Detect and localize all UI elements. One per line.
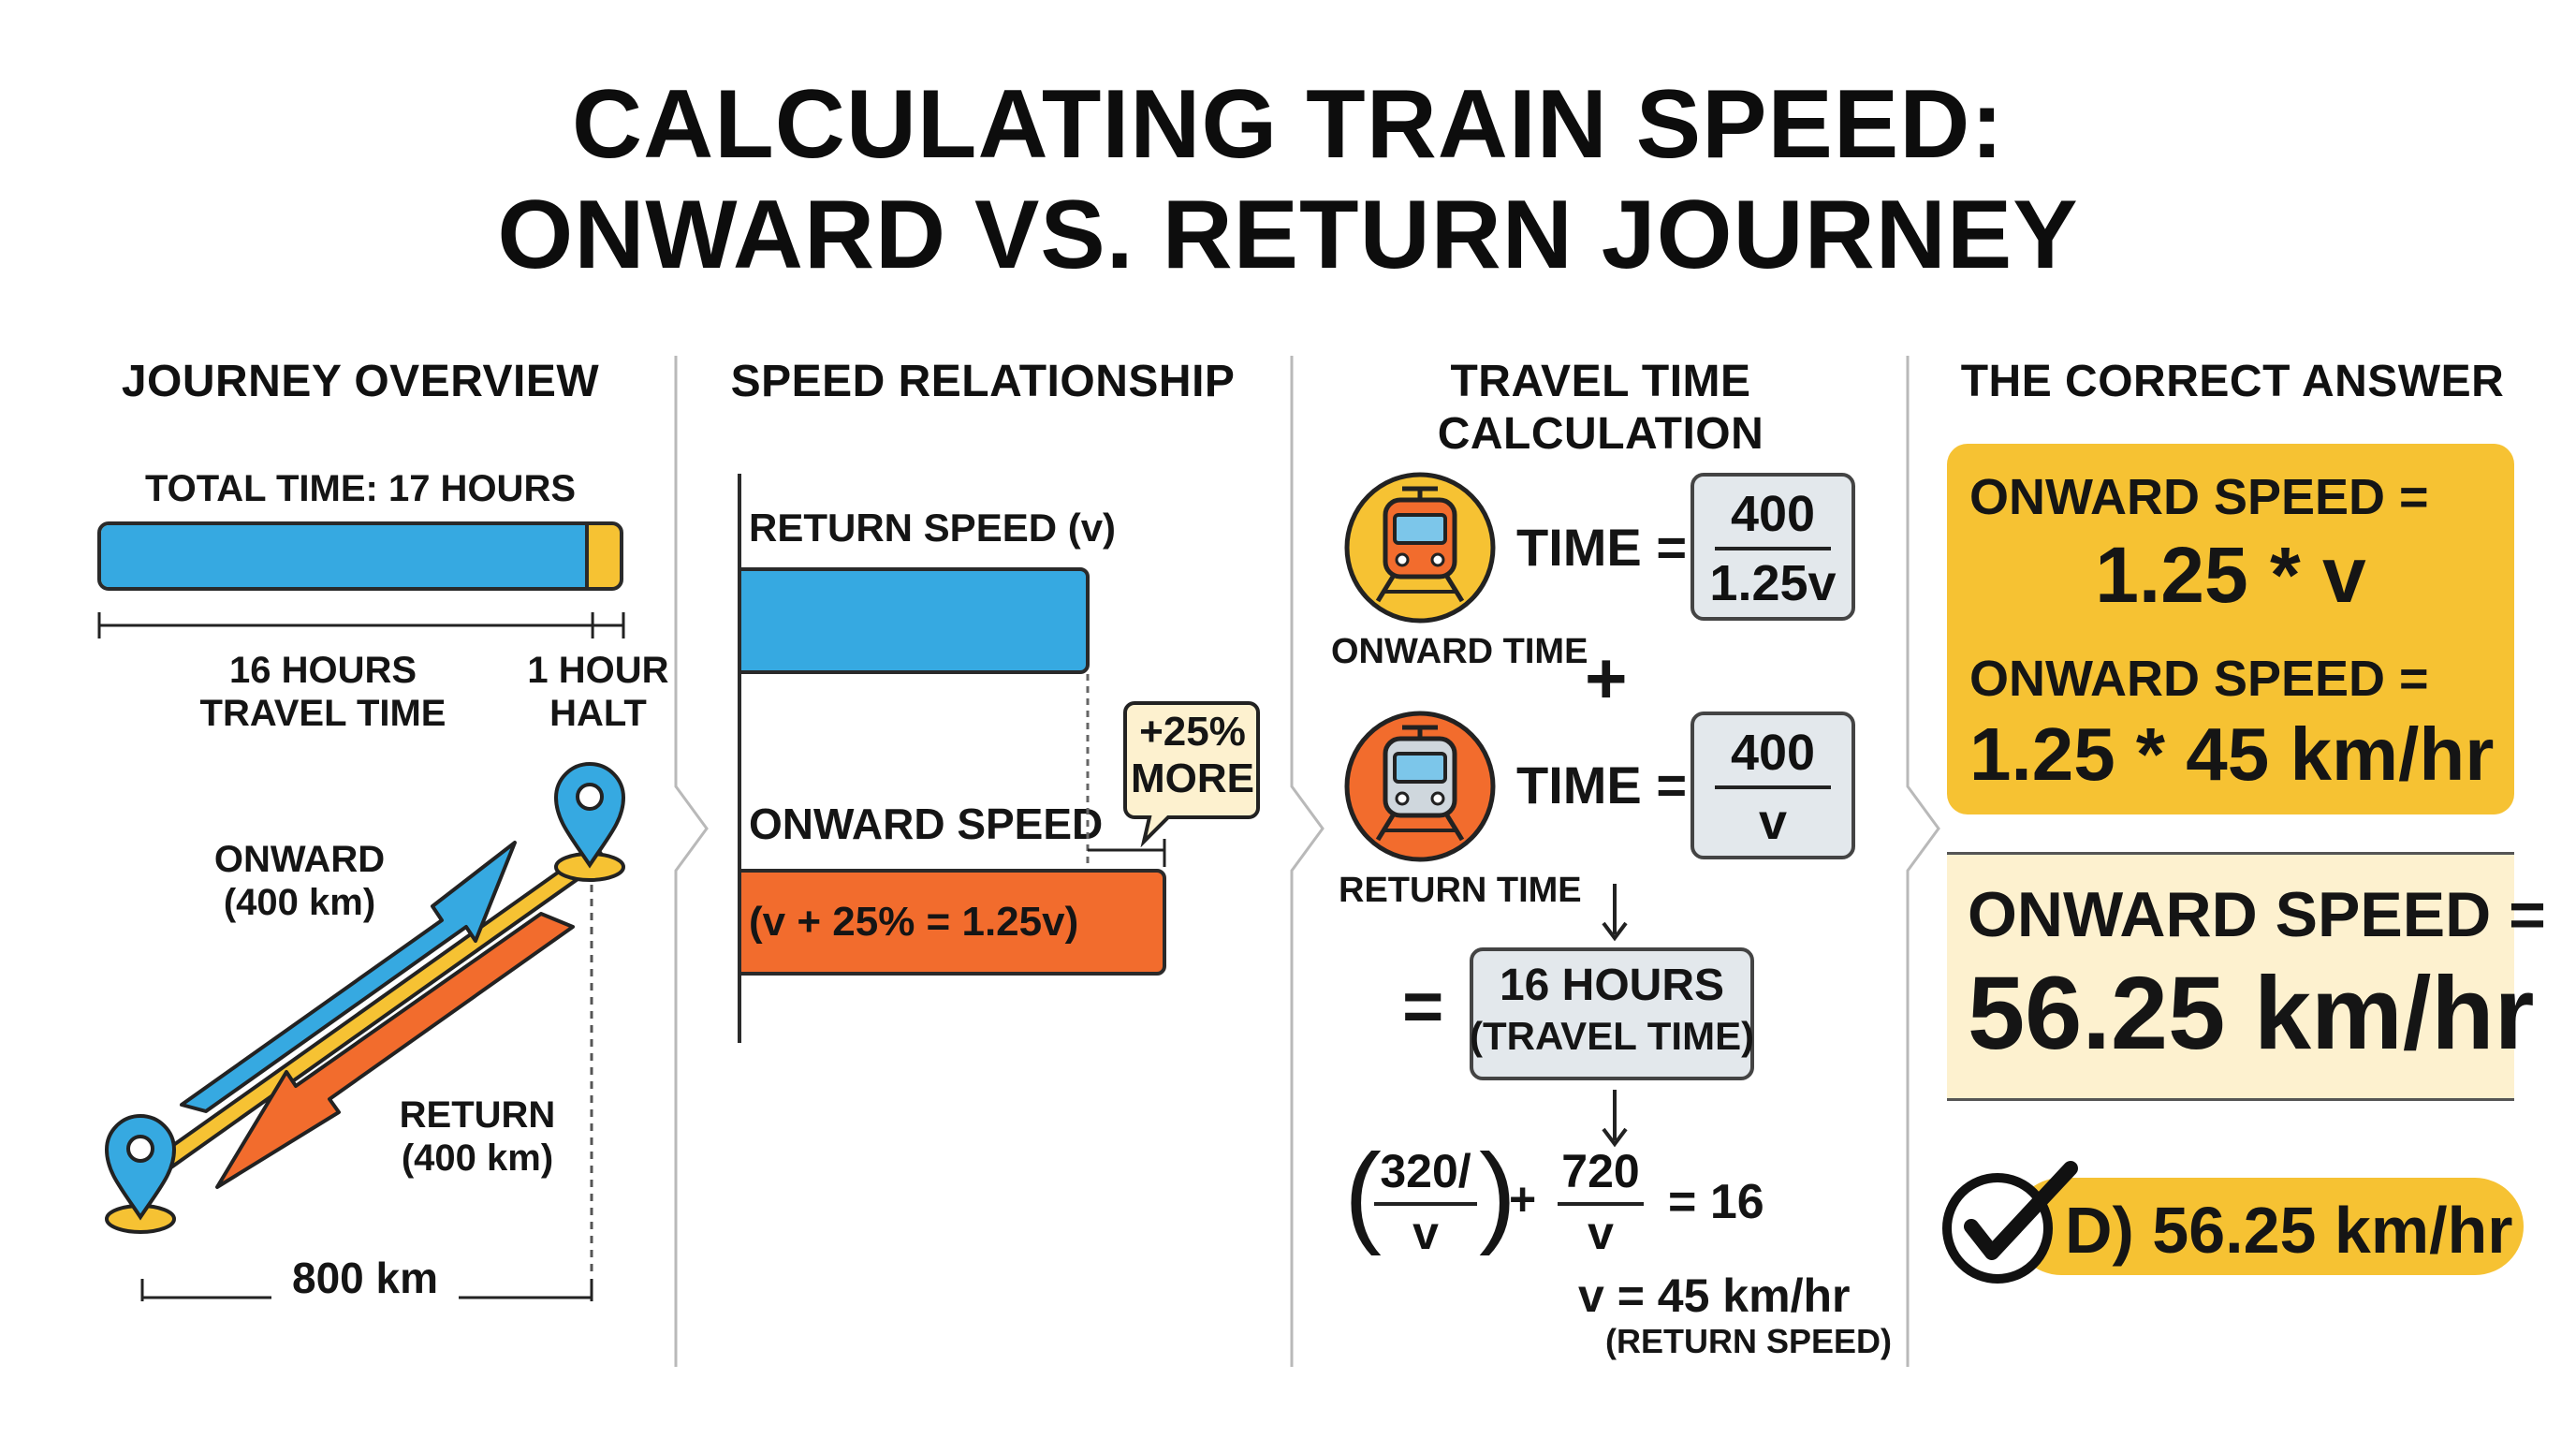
- route-diagram: [104, 762, 626, 1301]
- section-heading-travel-time-calculation: TRAVEL TIME CALCULATION: [1437, 357, 1764, 459]
- start-location-pin-icon: [104, 1114, 177, 1234]
- checkmark-icon: [1942, 1161, 2078, 1284]
- return-label-line1: RETURN: [399, 1094, 556, 1136]
- total-travel-time-box: [1470, 947, 1754, 1080]
- onward-speed-label: ONWARD SPEED: [749, 800, 1104, 848]
- eq-denominator-1: v: [1412, 1207, 1439, 1259]
- return-arrow: [215, 912, 575, 1189]
- eq-result: = 16: [1668, 1175, 1764, 1229]
- page-title-line1: CALCULATING TRAIN SPEED:: [571, 70, 2005, 179]
- callout-line1: +25%: [1139, 709, 1246, 755]
- down-arrow-2: [1602, 1090, 1628, 1148]
- total-travel-time-text: 16 HOURS (TRAVEL TIME): [1470, 961, 1754, 1062]
- travel-time-segment: [101, 525, 590, 587]
- divider-1: [674, 356, 709, 1367]
- v-result-caption: (RETURN SPEED): [1605, 1322, 1893, 1360]
- onward-time-denominator: 1.25v: [1709, 555, 1837, 611]
- step2-value: 1.25 * 45 km/hr: [1969, 712, 2495, 796]
- halt-line1: 1 HOUR: [527, 650, 669, 691]
- speed-chart-axis: [738, 474, 741, 1043]
- end-location-pin-icon: [553, 762, 626, 882]
- eq-denominator-2: v: [1588, 1207, 1614, 1259]
- plus-sign: +: [1585, 637, 1628, 719]
- travel-time-line1: 16 HOURS: [228, 650, 417, 691]
- eq-numerator-2: 720: [1561, 1145, 1640, 1197]
- return-time-denominator: v: [1758, 794, 1788, 850]
- time-dimension-line: [97, 612, 625, 638]
- equals-sign: =: [1402, 967, 1444, 1047]
- onward-arrow: [180, 841, 517, 1113]
- section-heading-speed-relationship: SPEED RELATIONSHIP: [730, 357, 1236, 406]
- onward-label: ONWARD (400 km): [187, 838, 412, 924]
- onward-speed-formula: (v + 25% = 1.25v): [749, 899, 1079, 945]
- return-label: RETURN (400 km): [365, 1093, 590, 1180]
- eq-numerator-1: 320/: [1380, 1145, 1471, 1197]
- final-answer-card: [1947, 852, 2514, 1101]
- onward-time-numerator: 400: [1730, 486, 1816, 542]
- step2-label: ONWARD SPEED =: [1969, 651, 2429, 707]
- divider-3: [1906, 356, 1940, 1367]
- section-heading-correct-answer: THE CORRECT ANSWER: [1960, 357, 2505, 406]
- onward-speed-bar: [738, 869, 1166, 976]
- final-label: ONWARD SPEED =: [1968, 879, 2546, 950]
- answer-steps-card: [1947, 444, 2514, 814]
- callout-text: +25% MORE: [1125, 709, 1260, 802]
- onward-train-icon: [1344, 472, 1496, 624]
- return-label-line2: (400 km): [401, 1137, 554, 1179]
- onward-time-caption: ONWARD TIME: [1331, 632, 1588, 671]
- right-paren: ): [1479, 1131, 1516, 1256]
- plus-25-percent-callout: [1123, 701, 1260, 847]
- final-value: 56.25 km/hr: [1968, 956, 2535, 1071]
- onward-fraction-bar: [1715, 547, 1831, 550]
- return-time-caption: RETURN TIME: [1339, 871, 1582, 910]
- halt-line2: HALT: [549, 693, 647, 734]
- return-speed-label: RETURN SPEED (v): [749, 506, 1117, 550]
- step1-value: 1.25 * v: [2095, 531, 2366, 619]
- onward-label-line1: ONWARD: [213, 839, 386, 880]
- extra-speed-marker: [1086, 674, 1166, 867]
- travel-time-line2: TRAVEL TIME: [199, 693, 446, 734]
- v-result: v = 45 km/hr: [1578, 1269, 1851, 1322]
- answer-choice-text: D) 56.25 km/hr: [2065, 1194, 2513, 1267]
- step1-label: ONWARD SPEED =: [1969, 469, 2429, 525]
- eq-fraction-bar-2: [1558, 1202, 1644, 1206]
- total-time-bar: [97, 521, 623, 591]
- eq-plus: +: [1509, 1173, 1537, 1225]
- divider-2: [1290, 356, 1325, 1367]
- return-time-numerator: 400: [1730, 725, 1816, 781]
- return-speed-bar: [738, 567, 1090, 674]
- left-paren: (: [1344, 1131, 1382, 1256]
- total-time-label: TOTAL TIME: 17 HOURS: [144, 468, 577, 509]
- callout-line2: MORE: [1131, 756, 1254, 801]
- answer-choice-pill: [2012, 1178, 2524, 1275]
- page-title-line2: ONWARD VS. RETURN JOURNEY: [497, 181, 2079, 289]
- return-fraction-bar: [1715, 785, 1831, 789]
- total-travel-time-line1: 16 HOURS: [1499, 961, 1725, 1010]
- onward-time-label: TIME =: [1516, 518, 1688, 577]
- eq-fraction-bar-1: [1374, 1202, 1477, 1206]
- total-distance-label: 800 km: [291, 1254, 438, 1302]
- return-time-label: TIME =: [1516, 756, 1688, 814]
- travel-time-label: 16 HOURS TRAVEL TIME: [178, 649, 468, 735]
- halt-time-label: 1 HOUR HALT: [520, 649, 676, 735]
- onward-label-line2: (400 km): [223, 882, 376, 923]
- section-heading-journey-overview: JOURNEY OVERVIEW: [121, 357, 600, 406]
- return-train-icon: [1344, 711, 1496, 862]
- total-travel-time-line2: (TRAVEL TIME): [1470, 1014, 1755, 1058]
- down-arrow-1: [1602, 884, 1628, 942]
